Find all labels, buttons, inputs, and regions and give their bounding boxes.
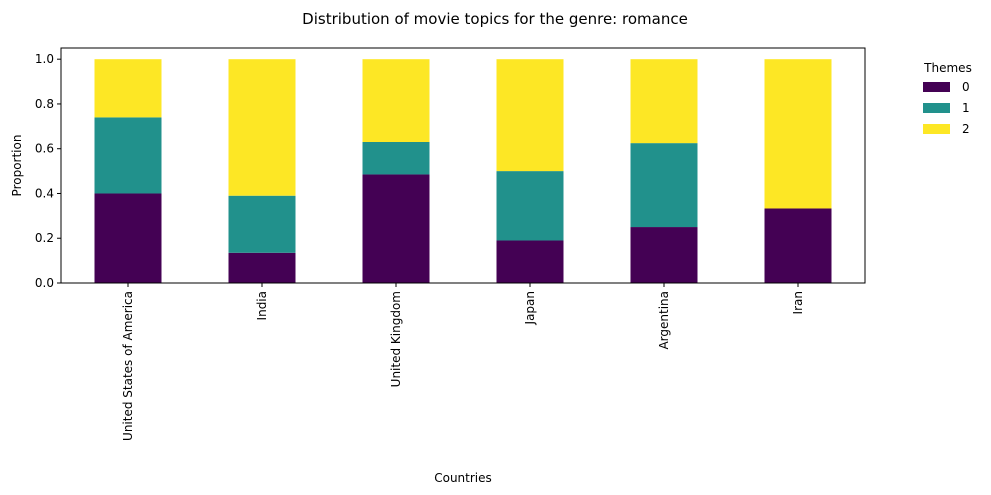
- y-tick-label: 0.8: [35, 97, 54, 111]
- bar-segment-japan-theme-2: [496, 59, 564, 172]
- bar-segment-iran-theme-2: [764, 59, 832, 209]
- bar-segment-argentina-theme-2: [630, 59, 698, 144]
- y-tick-label: 0.0: [35, 276, 54, 290]
- x-tick-label: Iran: [791, 291, 805, 314]
- legend-label-theme-0: 0: [962, 80, 970, 94]
- chart-title: Distribution of movie topics for the gen…: [302, 10, 688, 28]
- bar-segment-argentina-theme-1: [630, 143, 698, 228]
- bar-segment-japan-theme-1: [496, 171, 564, 241]
- legend-swatch-theme-2: [923, 124, 950, 134]
- x-tick-label: United Kingdom: [389, 291, 403, 387]
- y-axis-label: Proportion: [10, 135, 24, 197]
- y-tick-label: 0.4: [35, 186, 54, 200]
- legend-swatch-theme-0: [923, 82, 950, 92]
- y-tick-label: 0.6: [35, 142, 54, 156]
- bar-segment-united-states-of-america-theme-1: [94, 117, 162, 194]
- bar-segment-united-kingdom-theme-1: [362, 142, 430, 175]
- x-tick-label: Japan: [523, 291, 537, 325]
- bar-segment-india-theme-1: [228, 195, 296, 253]
- bar-segment-india-theme-2: [228, 59, 296, 196]
- bar-segment-argentina-theme-0: [630, 227, 698, 283]
- legend-label-theme-1: 1: [962, 101, 970, 115]
- plot-area: United States of America India United King…: [35, 52, 832, 441]
- bar-segment-united-states-of-america-theme-2: [94, 59, 162, 118]
- bar-segment-india-theme-0: [228, 252, 296, 283]
- legend-swatch-theme-1: [923, 103, 950, 113]
- bar-segment-iran-theme-0: [764, 208, 832, 283]
- bar-segment-united-kingdom-theme-0: [362, 174, 430, 283]
- bar-segment-united-kingdom-theme-2: [362, 59, 430, 142]
- y-tick-label: 1.0: [35, 52, 54, 66]
- bar-segment-united-states-of-america-theme-0: [94, 193, 162, 283]
- legend-title: Themes: [923, 61, 972, 75]
- x-tick-label: United States of America: [121, 291, 135, 441]
- bar-segment-japan-theme-0: [496, 240, 564, 283]
- legend-label-theme-2: 2: [962, 122, 970, 136]
- x-tick-label: India: [255, 291, 269, 320]
- y-tick-label: 0.2: [35, 231, 54, 245]
- x-tick-label: Argentina: [657, 291, 671, 350]
- axes-frame: [60, 47, 866, 284]
- legend: Themes 0 1 2: [923, 61, 972, 136]
- x-axis-label: Countries: [434, 471, 492, 485]
